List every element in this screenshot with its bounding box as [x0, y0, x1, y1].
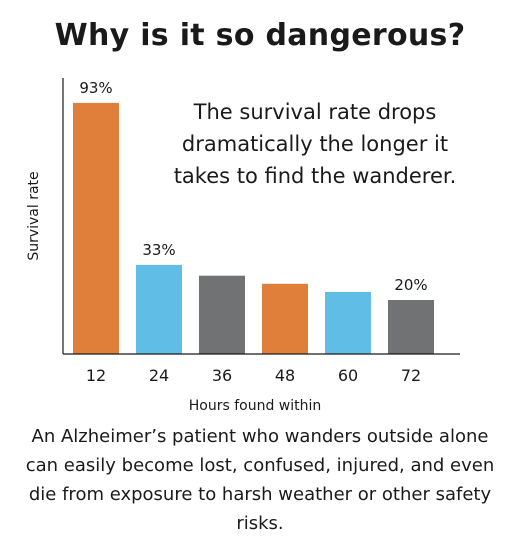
x-tick-72: 72 [401, 366, 421, 385]
x-tick-12: 12 [86, 366, 106, 385]
caption-text: An Alzheimer’s patient who wanders outsi… [25, 426, 495, 534]
bars-layer [73, 102, 434, 355]
bar-48 [262, 283, 308, 354]
x-tick-24: 24 [149, 366, 169, 385]
y-axis-title: Survival rate [26, 171, 42, 260]
data-labels-layer: 93% 33% 20% [79, 79, 427, 294]
x-tick-60: 60 [338, 366, 358, 385]
data-label-24: 33% [142, 241, 175, 259]
bar-chart: 93% 33% 20% 12 24 36 48 60 72 Hours found withi… [26, 78, 460, 414]
bar-24 [136, 264, 182, 354]
x-tick-labels: 12 24 36 48 60 72 [86, 366, 421, 385]
data-label-72: 20% [394, 276, 427, 294]
chart-title: Why is it so dangerous? [54, 18, 466, 53]
bar-12 [73, 102, 119, 355]
bar-72 [388, 300, 434, 354]
data-label-12: 93% [79, 79, 112, 97]
x-tick-36: 36 [212, 366, 232, 385]
bar-36 [199, 275, 245, 354]
x-tick-48: 48 [275, 366, 295, 385]
chart-annotation: The survival rate drops dramatically the… [173, 100, 457, 188]
bar-60 [325, 291, 371, 354]
x-axis-title: Hours found within [189, 398, 322, 414]
